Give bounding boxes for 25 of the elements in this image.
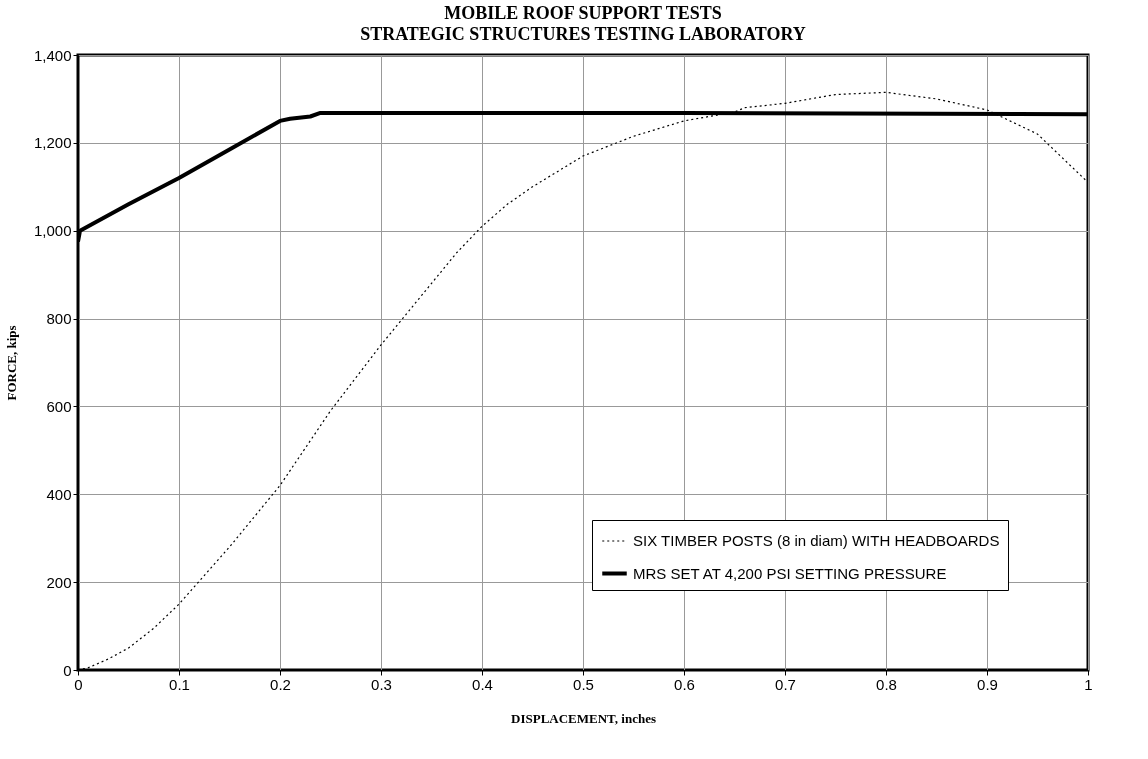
- legend-label: MRS SET AT 4,200 PSI SETTING PRESSURE: [633, 564, 947, 582]
- chart-subtitle: STRATEGIC STRUCTURES TESTING LABORATORY: [360, 24, 806, 44]
- x-tick-label: 0.7: [775, 675, 796, 693]
- x-tick-label: 0.2: [270, 675, 291, 693]
- x-tick-label: 0.8: [876, 675, 897, 693]
- y-tick-label: 1,000: [33, 222, 72, 240]
- x-tick-label: 0.1: [169, 675, 190, 693]
- chart-title: MOBILE ROOF SUPPORT TESTS: [444, 3, 722, 23]
- x-tick-label: 0.4: [472, 675, 493, 693]
- y-tick-label: 600: [46, 397, 72, 415]
- y-tick-label: 1,400: [33, 46, 72, 64]
- y-axis-title: FORCE, kips: [3, 325, 19, 401]
- x-tick-label: 0.5: [573, 675, 594, 693]
- x-tick-label: 1: [1084, 675, 1093, 693]
- x-axis-title: DISPLACEMENT, inches: [511, 710, 656, 726]
- x-tick-label: 0.3: [371, 675, 392, 693]
- y-tick-label: 200: [46, 573, 72, 591]
- y-tick-label: 800: [46, 310, 72, 328]
- y-tick-label: 400: [46, 485, 72, 503]
- x-tick-label: 0.9: [977, 675, 998, 693]
- legend-label: SIX TIMBER POSTS (8 in diam) WITH HEADBOARDS: [633, 532, 1000, 549]
- y-tick-label: 1,200: [33, 134, 72, 152]
- x-tick-label: 0: [74, 675, 83, 693]
- y-tick-label: 0: [63, 661, 72, 679]
- x-tick-label: 0.6: [674, 675, 695, 693]
